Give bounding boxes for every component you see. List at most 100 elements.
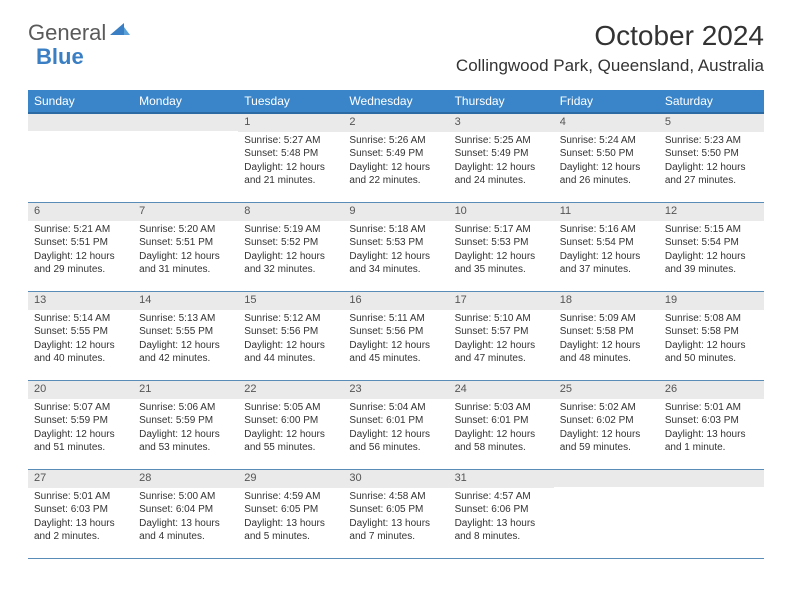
day-cell: 3Sunrise: 5:25 AMSunset: 5:49 PMDaylight…	[449, 114, 554, 202]
day-line: Daylight: 12 hours	[665, 251, 758, 264]
day-line: Daylight: 12 hours	[34, 251, 127, 264]
day-line: Daylight: 13 hours	[665, 429, 758, 442]
day-content: Sunrise: 5:27 AMSunset: 5:48 PMDaylight:…	[238, 132, 343, 193]
empty-day-bar	[133, 114, 238, 131]
day-number: 19	[659, 292, 764, 310]
day-cell	[659, 470, 764, 558]
day-line: and 32 minutes.	[244, 264, 337, 277]
day-cell: 26Sunrise: 5:01 AMSunset: 6:03 PMDayligh…	[659, 381, 764, 469]
day-line: Sunrise: 5:09 AM	[560, 313, 653, 326]
day-content: Sunrise: 5:05 AMSunset: 6:00 PMDaylight:…	[238, 399, 343, 460]
day-line: Sunset: 5:53 PM	[349, 237, 442, 250]
day-line: and 53 minutes.	[139, 442, 232, 455]
day-line: and 2 minutes.	[34, 531, 127, 544]
day-line: Sunrise: 5:27 AM	[244, 135, 337, 148]
day-cell: 10Sunrise: 5:17 AMSunset: 5:53 PMDayligh…	[449, 203, 554, 291]
day-number: 15	[238, 292, 343, 310]
day-line: Daylight: 12 hours	[139, 251, 232, 264]
calendar-grid: SundayMondayTuesdayWednesdayThursdayFrid…	[28, 90, 764, 559]
day-line: Sunset: 5:59 PM	[34, 415, 127, 428]
day-line: Sunrise: 4:58 AM	[349, 491, 442, 504]
day-content: Sunrise: 5:15 AMSunset: 5:54 PMDaylight:…	[659, 221, 764, 282]
day-line: and 26 minutes.	[560, 175, 653, 188]
day-number: 31	[449, 470, 554, 488]
weekday-header-cell: Friday	[554, 90, 659, 112]
title-block: October 2024 Collingwood Park, Queenslan…	[456, 20, 764, 76]
day-line: Sunrise: 5:12 AM	[244, 313, 337, 326]
day-cell: 16Sunrise: 5:11 AMSunset: 5:56 PMDayligh…	[343, 292, 448, 380]
day-number: 24	[449, 381, 554, 399]
day-line: and 8 minutes.	[455, 531, 548, 544]
day-line: Daylight: 12 hours	[34, 340, 127, 353]
day-cell: 21Sunrise: 5:06 AMSunset: 5:59 PMDayligh…	[133, 381, 238, 469]
day-content: Sunrise: 5:21 AMSunset: 5:51 PMDaylight:…	[28, 221, 133, 282]
day-cell: 15Sunrise: 5:12 AMSunset: 5:56 PMDayligh…	[238, 292, 343, 380]
day-cell	[554, 470, 659, 558]
page-header: General October 2024 Collingwood Park, Q…	[0, 0, 792, 82]
day-line: Daylight: 12 hours	[244, 429, 337, 442]
day-line: and 27 minutes.	[665, 175, 758, 188]
day-line: Sunset: 6:01 PM	[455, 415, 548, 428]
day-content: Sunrise: 5:08 AMSunset: 5:58 PMDaylight:…	[659, 310, 764, 371]
day-line: Daylight: 12 hours	[665, 162, 758, 175]
day-line: Daylight: 13 hours	[139, 518, 232, 531]
day-line: Sunset: 5:50 PM	[665, 148, 758, 161]
day-line: Sunrise: 5:19 AM	[244, 224, 337, 237]
day-line: and 51 minutes.	[34, 442, 127, 455]
weekday-header-cell: Monday	[133, 90, 238, 112]
day-line: Sunrise: 5:02 AM	[560, 402, 653, 415]
day-line: and 42 minutes.	[139, 353, 232, 366]
day-content: Sunrise: 5:07 AMSunset: 5:59 PMDaylight:…	[28, 399, 133, 460]
day-cell: 12Sunrise: 5:15 AMSunset: 5:54 PMDayligh…	[659, 203, 764, 291]
day-line: Daylight: 12 hours	[349, 162, 442, 175]
day-line: and 34 minutes.	[349, 264, 442, 277]
day-line: Sunset: 6:00 PM	[244, 415, 337, 428]
day-line: Sunrise: 5:03 AM	[455, 402, 548, 415]
day-line: Daylight: 12 hours	[244, 251, 337, 264]
day-line: Sunrise: 5:16 AM	[560, 224, 653, 237]
day-content: Sunrise: 5:24 AMSunset: 5:50 PMDaylight:…	[554, 132, 659, 193]
day-line: Daylight: 13 hours	[244, 518, 337, 531]
day-number: 11	[554, 203, 659, 221]
day-number: 17	[449, 292, 554, 310]
day-cell: 9Sunrise: 5:18 AMSunset: 5:53 PMDaylight…	[343, 203, 448, 291]
day-content: Sunrise: 5:03 AMSunset: 6:01 PMDaylight:…	[449, 399, 554, 460]
day-content: Sunrise: 5:13 AMSunset: 5:55 PMDaylight:…	[133, 310, 238, 371]
day-cell: 25Sunrise: 5:02 AMSunset: 6:02 PMDayligh…	[554, 381, 659, 469]
day-line: Sunset: 5:59 PM	[139, 415, 232, 428]
day-line: Sunset: 5:51 PM	[34, 237, 127, 250]
day-line: Sunrise: 5:23 AM	[665, 135, 758, 148]
day-line: Sunset: 6:06 PM	[455, 504, 548, 517]
day-line: Daylight: 12 hours	[560, 162, 653, 175]
day-cell: 5Sunrise: 5:23 AMSunset: 5:50 PMDaylight…	[659, 114, 764, 202]
day-line: Sunrise: 5:18 AM	[349, 224, 442, 237]
day-number: 7	[133, 203, 238, 221]
day-number: 4	[554, 114, 659, 132]
day-number: 2	[343, 114, 448, 132]
day-number: 22	[238, 381, 343, 399]
day-line: Sunrise: 5:20 AM	[139, 224, 232, 237]
day-line: and 4 minutes.	[139, 531, 232, 544]
day-line: Sunrise: 5:06 AM	[139, 402, 232, 415]
day-cell: 30Sunrise: 4:58 AMSunset: 6:05 PMDayligh…	[343, 470, 448, 558]
day-line: Sunset: 6:05 PM	[244, 504, 337, 517]
day-cell	[133, 114, 238, 202]
day-number: 20	[28, 381, 133, 399]
day-line: and 58 minutes.	[455, 442, 548, 455]
day-number: 16	[343, 292, 448, 310]
day-number: 5	[659, 114, 764, 132]
day-line: and 44 minutes.	[244, 353, 337, 366]
day-content: Sunrise: 5:23 AMSunset: 5:50 PMDaylight:…	[659, 132, 764, 193]
day-line: Sunset: 5:56 PM	[244, 326, 337, 339]
day-number: 25	[554, 381, 659, 399]
day-line: and 56 minutes.	[349, 442, 442, 455]
weekday-header-cell: Saturday	[659, 90, 764, 112]
weekday-header-cell: Thursday	[449, 90, 554, 112]
day-line: Daylight: 13 hours	[34, 518, 127, 531]
day-line: Sunrise: 5:14 AM	[34, 313, 127, 326]
weekday-header-cell: Wednesday	[343, 90, 448, 112]
day-number: 3	[449, 114, 554, 132]
day-line: Daylight: 12 hours	[455, 429, 548, 442]
day-line: Sunset: 5:52 PM	[244, 237, 337, 250]
day-line: Sunset: 5:49 PM	[349, 148, 442, 161]
